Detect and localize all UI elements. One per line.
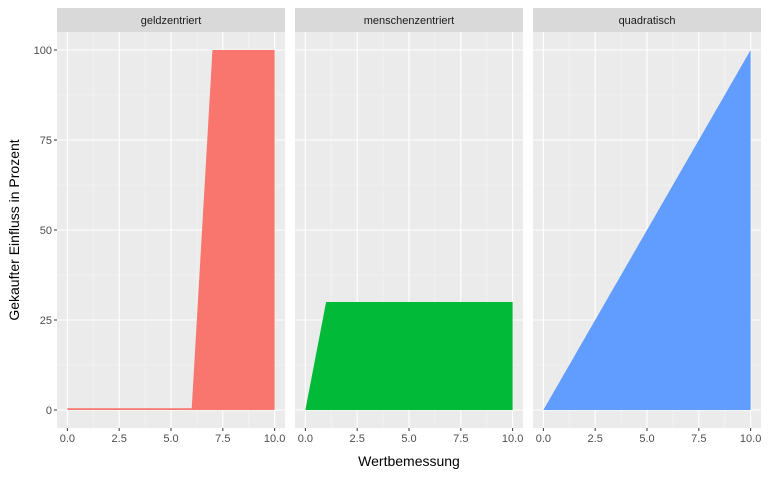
x-tick-label: 10.0 (502, 433, 523, 445)
y-axis-title: Gekaufter Einfluss in Prozent (6, 139, 22, 320)
x-tick-label: 2.5 (350, 433, 365, 445)
x-tick-label: 5.0 (163, 433, 178, 445)
area-series-quadratisch (543, 50, 751, 410)
x-tick-label: 0.0 (298, 433, 313, 445)
facet-strip (295, 8, 523, 32)
y-tick-label: 100 (34, 45, 52, 57)
x-tick-label: 7.5 (215, 433, 230, 445)
x-tick-label: 7.5 (453, 433, 468, 445)
x-tick-label: 10.0 (264, 433, 285, 445)
area-series-menschenzentriert (305, 302, 513, 410)
facet-strip (533, 8, 761, 32)
facet-strip-label: geldzentriert (141, 15, 202, 27)
x-tick-label: 7.5 (691, 433, 706, 445)
x-axis-title: Wertbemessung (358, 453, 460, 469)
x-tick-label: 5.0 (639, 433, 654, 445)
facet-strip (57, 8, 285, 32)
area-series-geldzentriert (67, 50, 275, 410)
facet-strip-label: menschenzentriert (364, 15, 455, 27)
x-tick-label: 2.5 (112, 433, 127, 445)
x-tick-label: 5.0 (401, 433, 416, 445)
x-tick-label: 0.0 (60, 433, 75, 445)
y-tick-label: 75 (40, 135, 52, 147)
y-tick-label: 50 (40, 225, 52, 237)
x-tick-label: 10.0 (740, 433, 761, 445)
y-tick-label: 0 (46, 405, 52, 417)
y-tick-label: 25 (40, 315, 52, 327)
x-tick-label: 0.0 (536, 433, 551, 445)
x-tick-label: 2.5 (588, 433, 603, 445)
facet-strip-label: quadratisch (619, 15, 676, 27)
